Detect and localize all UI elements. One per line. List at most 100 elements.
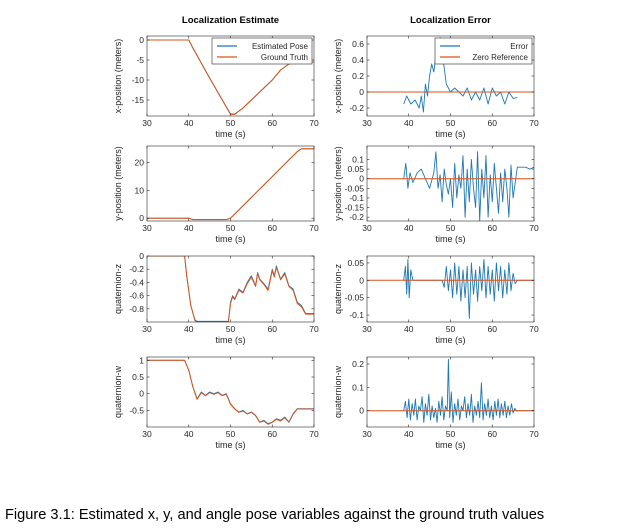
subplot-1: 30 40 50 60 70 0 -5 -10 -15 time (s) x-position (m… bbox=[113, 15, 319, 139]
x-axis-label: time (s) bbox=[216, 335, 246, 345]
x-tick-label: 70 bbox=[529, 429, 539, 439]
subplot-title: Localization Error bbox=[410, 15, 491, 26]
figure-plot-grid: 30 40 50 60 70 0 -5 -10 -15 time (s) x-position (m… bbox=[113, 15, 539, 450]
y-tick-label: -0.15 bbox=[345, 203, 365, 213]
series-group bbox=[147, 256, 314, 322]
series-line-2 bbox=[147, 256, 314, 322]
x-tick-label: 30 bbox=[142, 223, 152, 233]
x-tick-label: 50 bbox=[446, 324, 456, 334]
x-tick-label: 40 bbox=[404, 118, 414, 128]
x-tick-label: 60 bbox=[488, 324, 498, 334]
x-tick-label: 40 bbox=[404, 429, 414, 439]
legend-label: Error bbox=[510, 42, 528, 51]
y-tick-label: -0.2 bbox=[129, 264, 144, 274]
y-tick-label: 0 bbox=[359, 174, 364, 184]
y-tick-label: 0.05 bbox=[347, 164, 364, 174]
x-axis-label: time (s) bbox=[216, 440, 246, 450]
y-tick-label: 0.1 bbox=[352, 154, 364, 164]
series-group bbox=[367, 37, 534, 113]
y-tick-label: 1 bbox=[139, 355, 144, 365]
y-tick-label: 0 bbox=[139, 35, 144, 45]
y-tick-label: -0.4 bbox=[129, 277, 144, 287]
y-tick-label: -0.8 bbox=[129, 304, 144, 314]
series-line-2 bbox=[147, 359, 314, 425]
series-group bbox=[147, 359, 314, 425]
x-tick-label: 60 bbox=[488, 429, 498, 439]
y-tick-label: 0.05 bbox=[347, 258, 364, 268]
y-tick-label: -5 bbox=[136, 55, 144, 65]
y-axis-label: x-position (meters) bbox=[113, 39, 123, 114]
series-line-1 bbox=[403, 358, 534, 423]
x-tick-label: 30 bbox=[362, 324, 372, 334]
y-tick-label: 0.2 bbox=[352, 359, 364, 369]
x-tick-label: 60 bbox=[268, 429, 278, 439]
x-axis-label: time (s) bbox=[216, 129, 246, 139]
x-tick-label: 30 bbox=[362, 118, 372, 128]
x-tick-label: 40 bbox=[404, 223, 414, 233]
y-axis-label: quaternion-z bbox=[333, 263, 343, 314]
subplot-5: 30 40 50 60 70 0 -0.2 -0.4 -0.6 -0.8 time (s) quate… bbox=[113, 251, 319, 345]
y-tick-label: -10 bbox=[132, 75, 145, 85]
y-axis-label: x-position (meters) bbox=[333, 39, 343, 114]
x-tick-label: 70 bbox=[309, 324, 319, 334]
y-tick-label: 0 bbox=[139, 213, 144, 223]
x-tick-label: 30 bbox=[142, 118, 152, 128]
series-line-1 bbox=[147, 359, 314, 425]
x-tick-label: 40 bbox=[184, 324, 194, 334]
x-tick-label: 40 bbox=[184, 429, 194, 439]
legend-label: Zero Reference bbox=[472, 53, 528, 62]
x-tick-label: 50 bbox=[446, 429, 456, 439]
y-tick-label: -0.5 bbox=[129, 405, 144, 415]
y-tick-label: 20 bbox=[135, 158, 145, 168]
x-tick-label: 60 bbox=[268, 223, 278, 233]
series-line-1 bbox=[147, 256, 314, 322]
axes-box bbox=[146, 145, 315, 222]
x-axis-label: time (s) bbox=[216, 234, 246, 244]
y-tick-label: -0.05 bbox=[345, 183, 365, 193]
x-tick-label: 40 bbox=[184, 223, 194, 233]
y-tick-label: -0.6 bbox=[129, 291, 144, 301]
series-group bbox=[367, 259, 534, 319]
subplot-2: 30 40 50 60 70 0.6 0.4 0.2 0 -0.2 time (s) x-positi… bbox=[333, 15, 539, 139]
x-tick-label: 30 bbox=[362, 223, 372, 233]
y-axis-label: quaternion-w bbox=[333, 365, 343, 418]
y-tick-label: 0 bbox=[359, 275, 364, 285]
series-line-2 bbox=[147, 148, 314, 221]
legend-label: Ground Truth bbox=[261, 53, 308, 62]
y-tick-label: 0 bbox=[359, 406, 364, 416]
axes-box bbox=[146, 255, 315, 323]
x-tick-label: 70 bbox=[529, 118, 539, 128]
x-tick-label: 30 bbox=[142, 324, 152, 334]
y-tick-label: 0.1 bbox=[352, 382, 364, 392]
x-tick-label: 70 bbox=[309, 118, 319, 128]
x-axis-label: time (s) bbox=[436, 129, 466, 139]
legend-box bbox=[434, 37, 533, 65]
x-tick-label: 50 bbox=[446, 223, 456, 233]
x-axis-label: time (s) bbox=[436, 234, 466, 244]
y-tick-label: 0 bbox=[139, 389, 144, 399]
y-tick-label: -0.05 bbox=[345, 293, 365, 303]
x-tick-label: 70 bbox=[529, 324, 539, 334]
x-tick-label: 50 bbox=[226, 429, 236, 439]
y-tick-label: 0.6 bbox=[352, 39, 364, 49]
y-tick-label: 0 bbox=[359, 87, 364, 97]
x-tick-label: 60 bbox=[488, 223, 498, 233]
subplot-6: 30 40 50 60 70 0.05 0 -0.05 -0.1 time (s) quaterni… bbox=[333, 255, 539, 345]
x-tick-label: 60 bbox=[488, 118, 498, 128]
legend-box bbox=[211, 37, 313, 65]
y-tick-label: 10 bbox=[135, 185, 145, 195]
x-tick-label: 50 bbox=[226, 223, 236, 233]
x-tick-label: 50 bbox=[226, 324, 236, 334]
x-tick-label: 60 bbox=[268, 118, 278, 128]
x-tick-label: 50 bbox=[226, 118, 236, 128]
y-tick-label: 0.2 bbox=[352, 71, 364, 81]
x-tick-label: 60 bbox=[268, 324, 278, 334]
series-line-1 bbox=[403, 259, 534, 319]
y-axis-label: quaternion-w bbox=[113, 365, 123, 418]
y-tick-label: 0 bbox=[139, 251, 144, 261]
x-axis-label: time (s) bbox=[436, 440, 466, 450]
subplot-title: Localization Estimate bbox=[182, 15, 279, 26]
subplot-3: 30 40 50 60 70 20 10 0 time (s) y-position (meter… bbox=[113, 145, 319, 244]
x-tick-label: 30 bbox=[362, 429, 372, 439]
y-tick-label: -0.1 bbox=[349, 310, 364, 320]
